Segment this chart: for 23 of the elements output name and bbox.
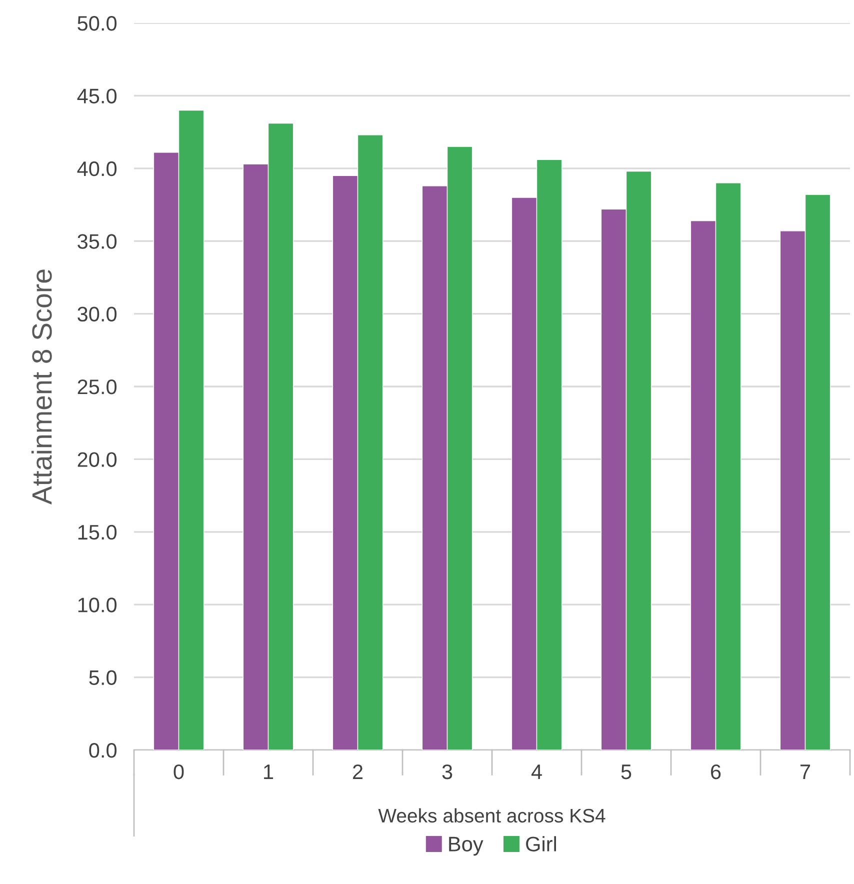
legend-label: Girl <box>526 836 556 852</box>
y-tick-label: 20.0 <box>78 452 117 467</box>
x-axis-title: Weeks absent across KS4 <box>378 808 606 823</box>
x-tick-label: 6 <box>711 764 721 780</box>
x-tick-label: 0 <box>174 764 184 780</box>
y-tick-label: 15.0 <box>78 524 117 540</box>
y-tick-label: 10.0 <box>78 598 117 612</box>
x-tick-label: 1 <box>264 764 274 779</box>
y-tick-label: 45.0 <box>77 88 117 104</box>
y-tick-label: 5.0 <box>89 670 117 686</box>
y-tick-label: 25.0 <box>78 380 117 394</box>
y-tick-label: 40.0 <box>77 161 117 176</box>
legend-label: Boy <box>449 836 484 856</box>
x-tick-label: 5 <box>621 764 632 780</box>
y-axis-title: Attainment 8 Score <box>31 270 52 505</box>
y-tick-label: 0.0 <box>89 743 117 758</box>
x-tick-label: 4 <box>531 764 542 779</box>
y-tick-label: 50.0 <box>78 16 117 31</box>
x-tick-label: 7 <box>800 764 810 779</box>
x-tick-label: 2 <box>353 764 362 779</box>
x-tick-label: 3 <box>442 764 452 780</box>
y-tick-label: 30.0 <box>78 306 117 322</box>
y-tick-label: 35.0 <box>78 234 117 249</box>
